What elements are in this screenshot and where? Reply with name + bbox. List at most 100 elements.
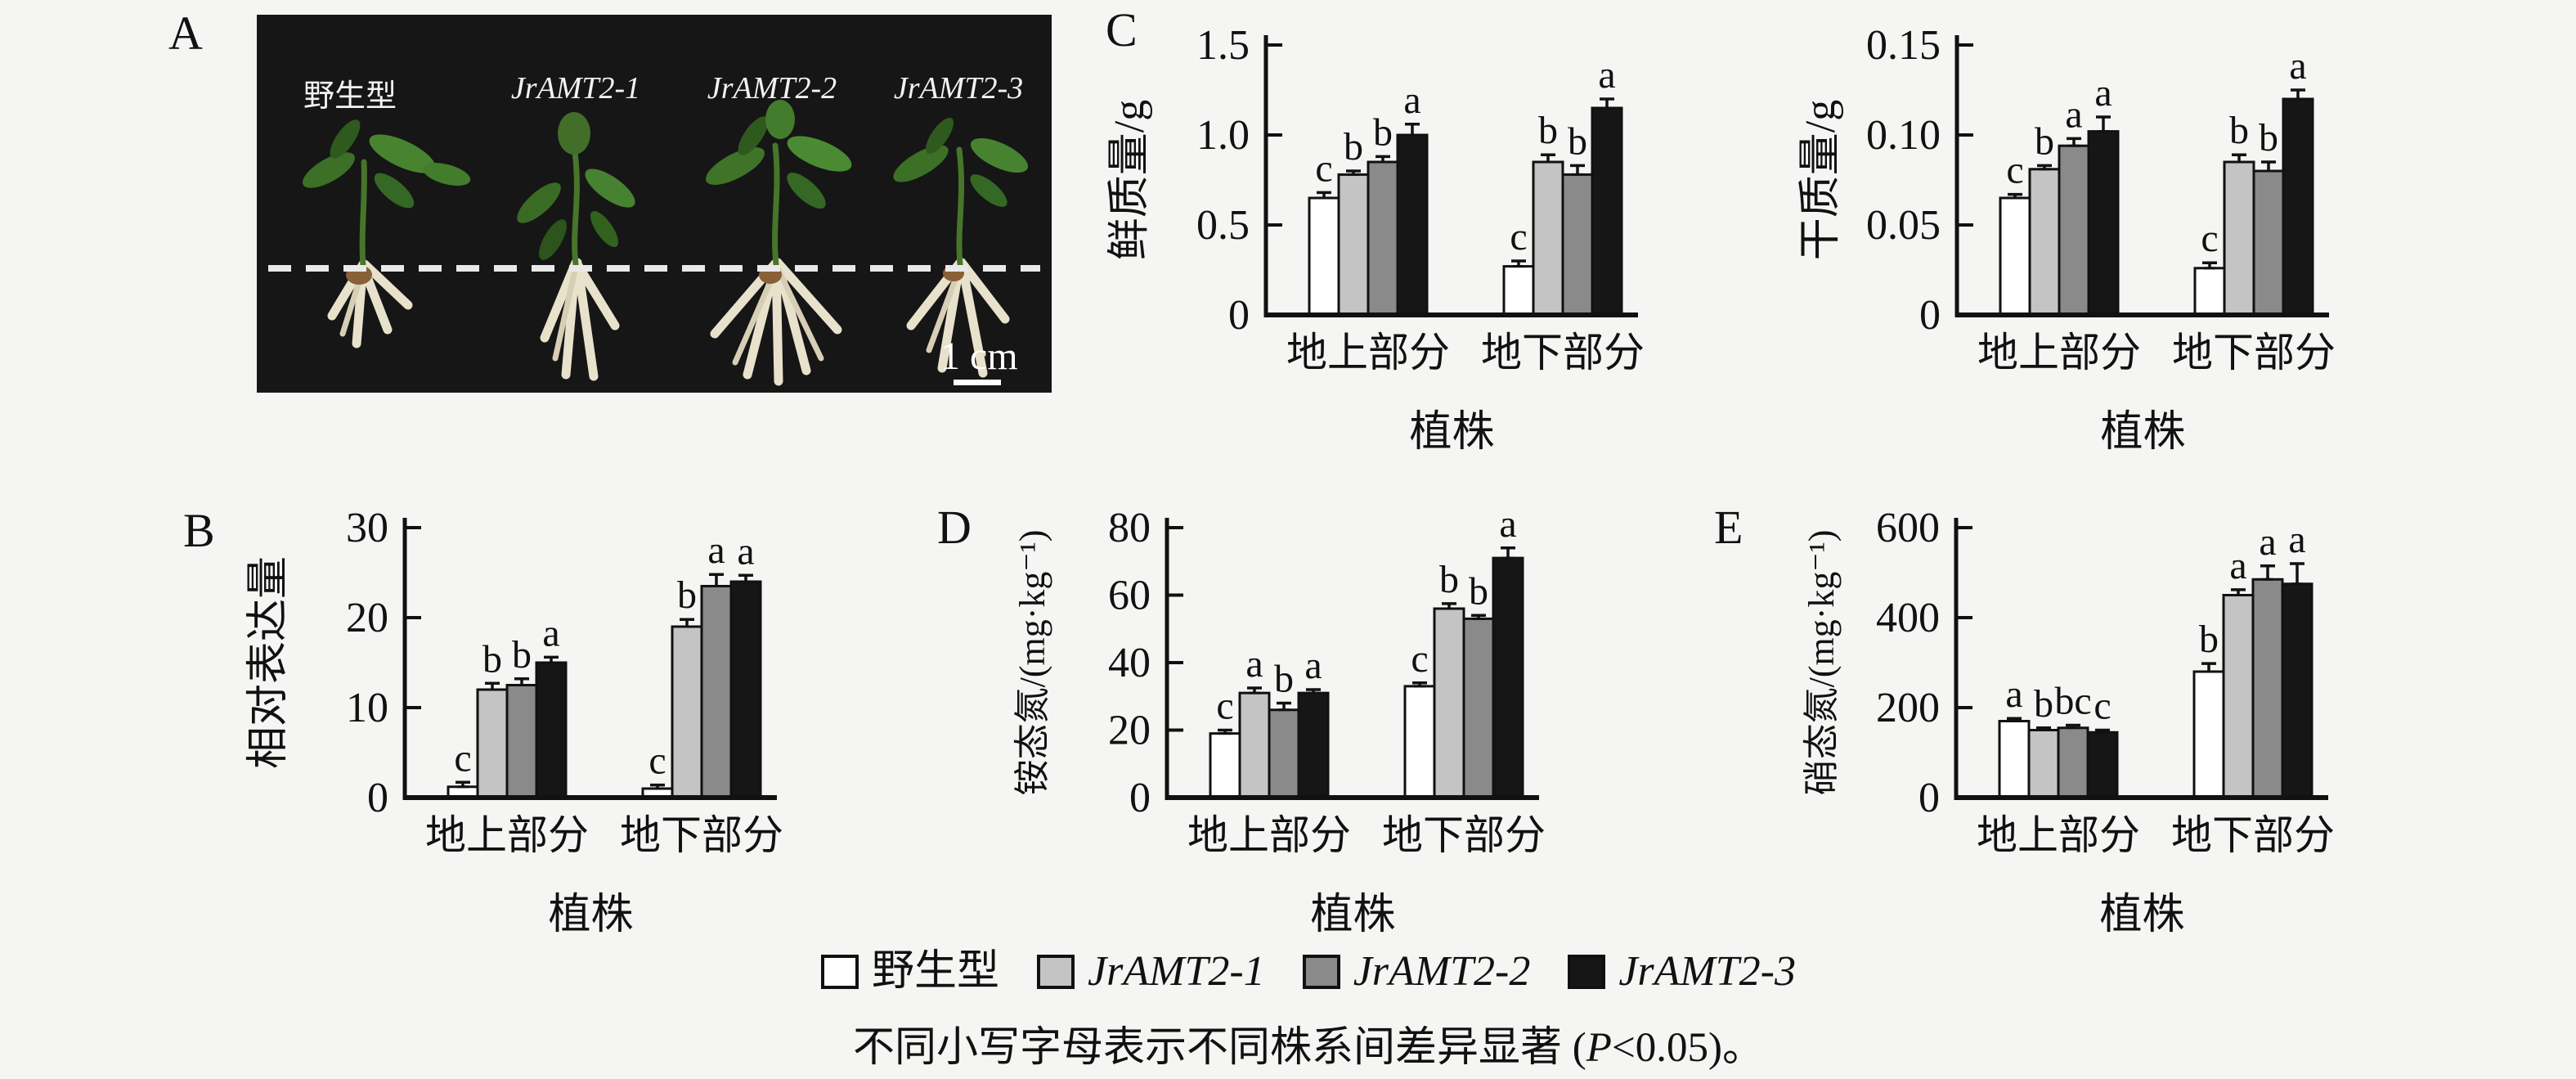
svg-text:0.15: 0.15 [1866,22,1941,69]
svg-text:c: c [1411,637,1428,681]
svg-text:b: b [1469,569,1488,613]
svg-text:a: a [707,528,725,572]
svg-text:a: a [1304,644,1322,687]
legend-item-jramt2-3: JrAMT2-3 [1568,951,1796,993]
svg-text:地下部分: 地下部分 [620,812,783,858]
svg-text:地上部分: 地上部分 [1977,812,2140,858]
soil-line [268,265,1040,272]
significance-footnote: 不同小写字母表示不同株系间差异显著 (P<0.05)。 [20,1013,2576,1073]
svg-text:c: c [648,740,666,783]
legend-label-jramt2-3: JrAMT2-3 [1618,948,1796,995]
svg-text:植株: 植株 [548,892,633,938]
svg-text:c: c [1216,685,1233,728]
svg-text:20: 20 [346,595,388,641]
svg-text:铵态氮/(mg·kg⁻¹): 铵态氮/(mg·kg⁻¹) [1012,530,1052,796]
svg-text:干质量/g: 干质量/g [1797,100,1844,260]
legend-label-wild-type: 野生型 [872,948,1000,995]
svg-text:a: a [542,611,559,654]
svg-text:b: b [512,633,532,677]
svg-text:200: 200 [1876,685,1940,731]
svg-text:0.05: 0.05 [1866,202,1941,249]
panel-label-b: B [183,504,215,557]
plant-label-jramt2-2: JrAMT2-2 [707,71,837,106]
svg-text:b: b [482,637,502,681]
svg-text:0: 0 [1919,775,1940,821]
svg-text:地上部分: 地上部分 [1286,330,1450,375]
svg-text:地下部分: 地下部分 [2171,812,2335,858]
svg-text:a: a [1598,53,1615,97]
svg-text:0.5: 0.5 [1196,202,1250,249]
legend-label-jramt2-2: JrAMT2-2 [1353,948,1531,995]
svg-text:硝态氮/(mg·kg⁻¹): 硝态氮/(mg·kg⁻¹) [1802,530,1842,796]
svg-text:10: 10 [346,685,388,731]
svg-text:相对表达量: 相对表达量 [245,556,292,769]
svg-text:b: b [2035,119,2054,163]
svg-text:a: a [2065,92,2082,136]
svg-text:地上部分: 地上部分 [1187,812,1351,858]
plant-wild-type [303,119,471,348]
legend-item-wild-type: 野生型 [821,951,999,993]
svg-text:植株: 植株 [1310,892,1395,938]
svg-text:b: b [2034,682,2053,726]
svg-text:0: 0 [1919,292,1941,339]
svg-text:植株: 植株 [1409,409,1494,456]
footnote-prefix: 不同小写字母表示不同株系间差异显著 ( [853,1025,1586,1071]
chart-dry-weight: c c b b a b a a 0 0.05 0.10 0.15 地上部分 地下部分 植株 干质量/g [1769,0,2407,491]
plant-jramt2-1 [517,112,635,381]
footnote-p-symbol: P [1586,1025,1612,1071]
svg-text:b: b [1344,125,1363,169]
svg-text:b: b [677,573,697,617]
svg-text:60: 60 [1108,573,1151,619]
svg-text:地上部分: 地上部分 [1977,330,2141,375]
legend-item-jramt2-2: JrAMT2-2 [1302,948,1531,995]
svg-text:a: a [2229,544,2246,587]
svg-text:600: 600 [1876,505,1940,551]
svg-text:a: a [1403,79,1420,122]
legend-label-jramt2-1: JrAMT2-1 [1088,948,1265,995]
svg-text:地上部分: 地上部分 [425,812,589,858]
svg-text:0: 0 [1228,292,1250,339]
panel-label-e: E [1714,501,1744,554]
svg-text:bc: bc [2054,679,2091,722]
legend: 野生型 JrAMT2-1 JrAMT2-2 JrAMT2-3 [20,951,2576,993]
plant-label-jramt2-1: JrAMT2-1 [510,71,641,106]
panel-a-photo: 野生型 JrAMT2-1 JrAMT2-2 JrAMT2-3 1 cm [257,15,1052,393]
svg-text:a: a [737,529,754,573]
svg-text:b: b [1439,558,1459,601]
svg-text:a: a [2005,672,2022,716]
svg-text:1.5: 1.5 [1196,22,1250,69]
scale-bar [954,380,1001,385]
svg-text:b: b [2259,116,2278,160]
svg-text:a: a [2094,71,2112,115]
svg-text:鲜质量/g: 鲜质量/g [1106,100,1153,260]
svg-text:a: a [2259,520,2276,564]
svg-text:20: 20 [1108,708,1151,754]
svg-text:c: c [2006,149,2023,192]
scale-bar-label: 1 cm [940,335,1018,378]
svg-text:地下部分: 地下部分 [1481,330,1645,375]
chart-nitrate-nitrogen: a b b a bc a c a 0 200 400 600 地上部分 地下部分 植株 硝态氮/(mg·kg⁻… [1768,483,2406,973]
svg-text:c: c [1510,215,1527,259]
svg-text:地下部分: 地下部分 [2172,330,2336,375]
svg-text:b: b [1568,119,1587,163]
svg-text:30: 30 [346,505,388,551]
plant-jramt2-2 [705,100,852,386]
svg-text:b: b [1538,109,1558,152]
svg-text:a: a [2289,44,2306,88]
svg-text:b: b [2199,618,2219,661]
chart-ammonium-nitrogen: c c a b b b a a 0 20 40 60 80 地上部分 地下部分 植株 铵态氮/(mg·kg⁻¹) [979,483,1617,973]
svg-text:地下部分: 地下部分 [1382,812,1546,858]
panel-label-c: C [1106,3,1138,56]
svg-text:400: 400 [1876,595,1940,641]
svg-text:c: c [2201,217,2218,260]
svg-text:b: b [1373,110,1393,154]
legend-item-jramt2-1: JrAMT2-1 [1037,951,1265,993]
panel-label-d: D [937,501,972,554]
svg-text:b: b [1274,658,1294,701]
svg-text:植株: 植株 [2099,892,2184,938]
svg-text:c: c [2094,685,2111,728]
svg-text:a: a [2288,518,2305,561]
svg-text:c: c [454,736,471,780]
svg-text:80: 80 [1108,505,1151,551]
